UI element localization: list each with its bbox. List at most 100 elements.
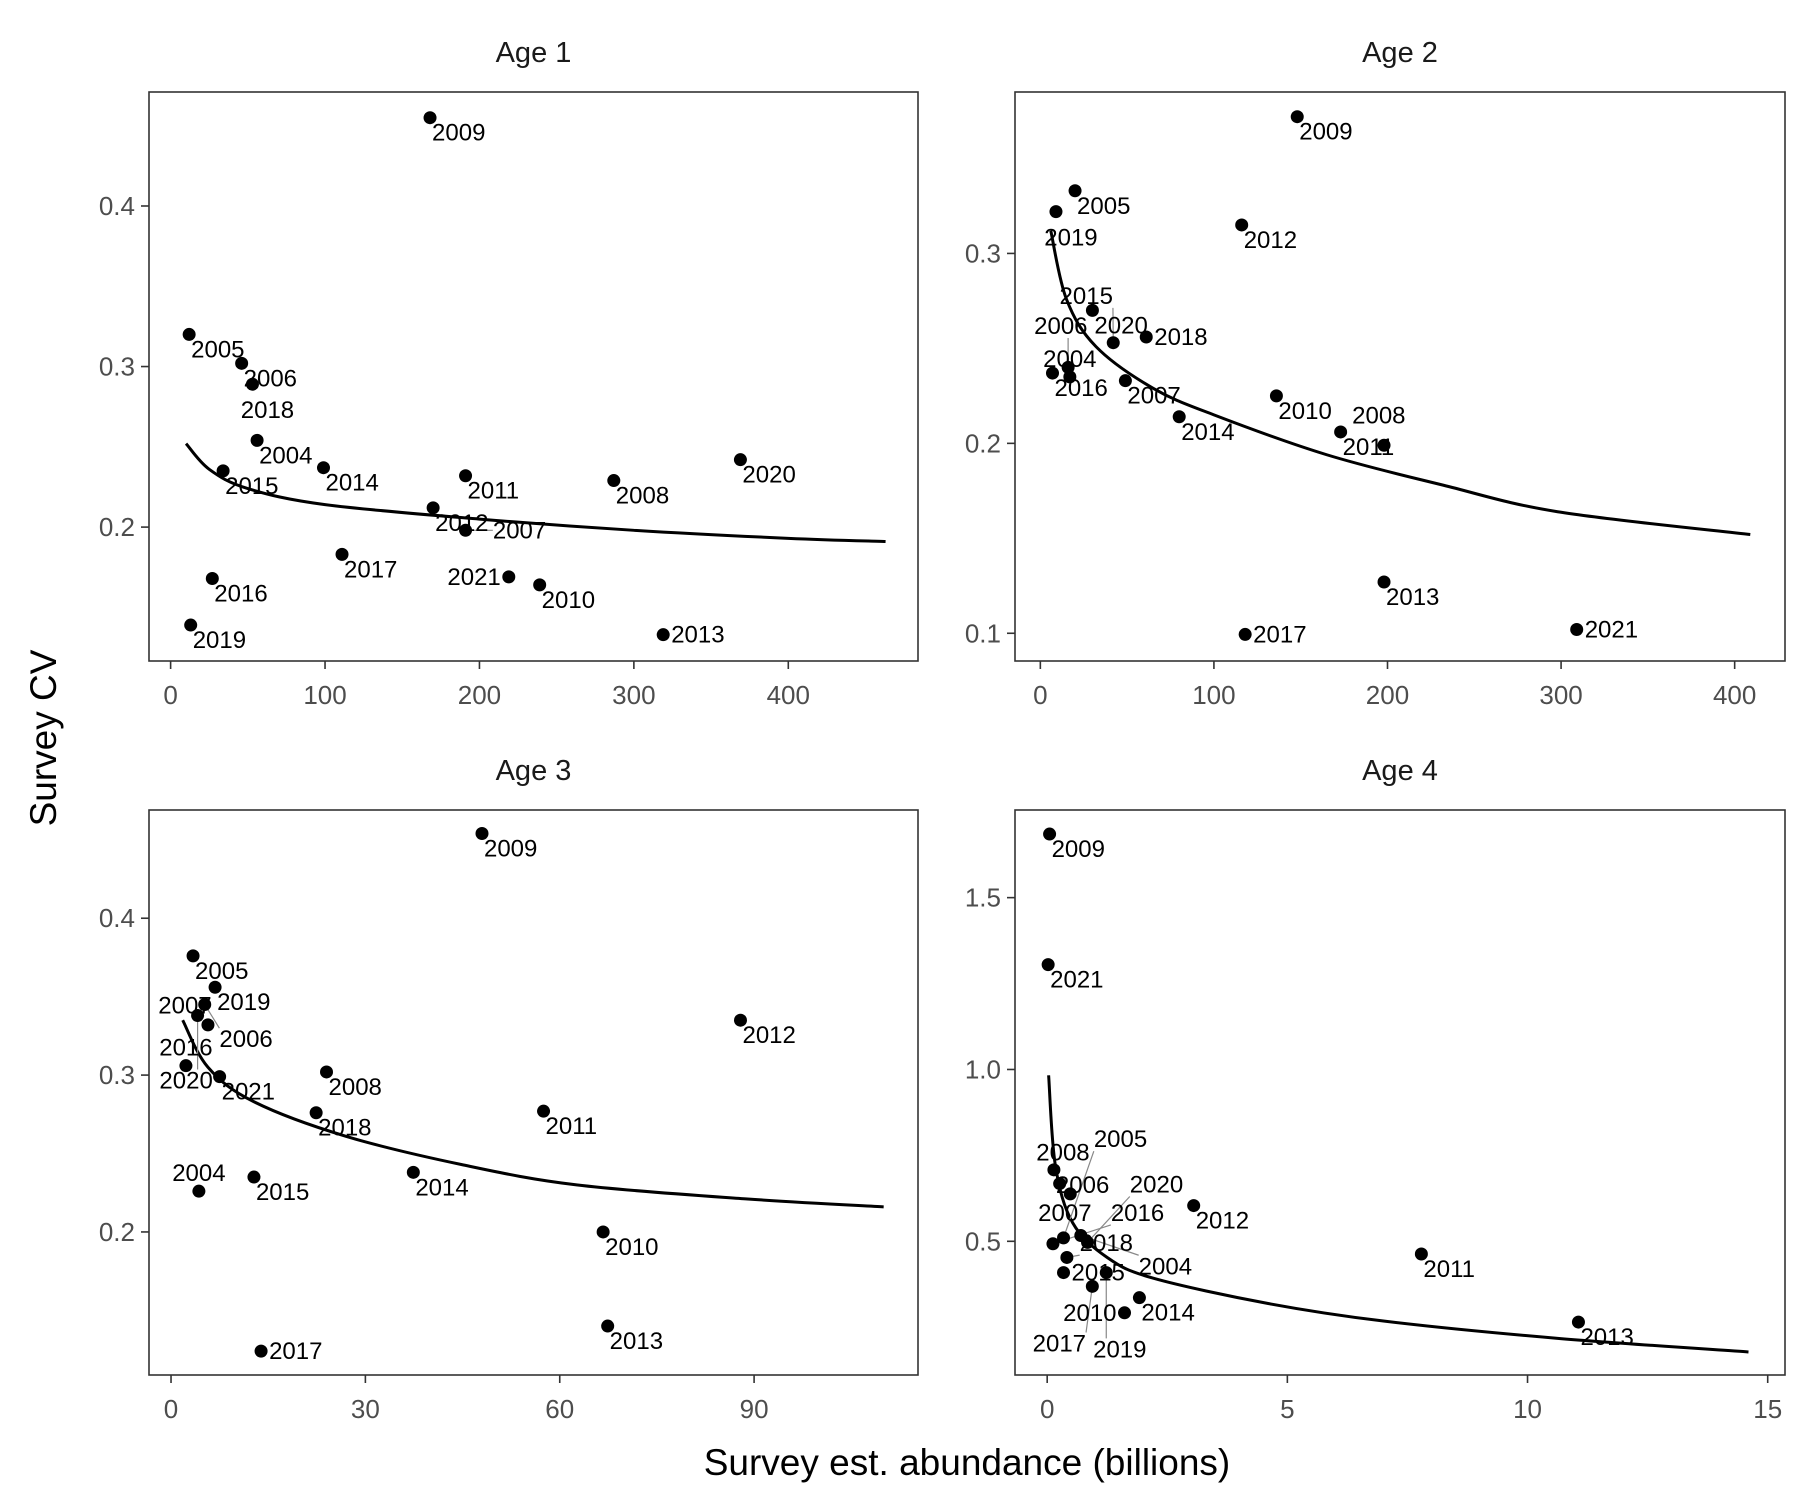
point-label: 2018	[318, 1115, 371, 1142]
data-point	[1081, 1235, 1095, 1249]
data-point	[596, 1225, 610, 1239]
data-point	[1099, 1266, 1113, 1280]
point-label: 2009	[432, 120, 485, 147]
data-point	[309, 1106, 323, 1120]
panel-1: Age 1 0 100 200 300 400 0.2 0.3 0.4 2009 2014 2008 2…	[99, 37, 919, 710]
data-point	[1068, 184, 1082, 198]
panel-4: Age 4 0 5 10 15 0.5 1.0 1.5 2009 2021 2012 2011 2013…	[965, 755, 1786, 1424]
point-label: 2019	[217, 989, 270, 1016]
panel-title: Age 1	[496, 37, 572, 69]
point-label: 2010	[1063, 1300, 1116, 1327]
point-label: 2012	[1244, 227, 1297, 254]
x-tick-label: 400	[767, 680, 810, 710]
data-point	[1139, 330, 1153, 344]
data-point	[537, 1104, 551, 1118]
point-label: 2013	[1386, 584, 1439, 611]
data-point	[423, 111, 437, 125]
data-point	[1085, 1279, 1099, 1293]
data-point	[316, 461, 330, 475]
point-label: 2009	[484, 836, 537, 863]
y-tick-label: 0.5	[965, 1226, 1001, 1256]
point-label: 2014	[1141, 1300, 1194, 1327]
point-label: 2015	[1060, 283, 1113, 310]
y-tick-label: 0.1	[965, 618, 1001, 648]
data-point	[247, 1170, 261, 1184]
fitted-curve	[181, 1019, 884, 1209]
x-tick-label: 60	[545, 1394, 574, 1424]
point-label: 2004	[1139, 1253, 1192, 1280]
y-tick-label: 0.2	[99, 512, 135, 542]
point-label: 2007	[158, 993, 211, 1020]
data-point	[216, 464, 230, 478]
label-leader-line	[1087, 1196, 1131, 1243]
x-tick-label: 400	[1713, 680, 1756, 710]
point-label: 2008	[616, 483, 669, 510]
data-point	[205, 571, 219, 585]
y-tick-label: 0.2	[965, 428, 1001, 458]
fitted-curve	[1047, 1075, 1749, 1354]
x-tick-label: 90	[740, 1394, 769, 1424]
y-tick-label: 0.3	[99, 1060, 135, 1090]
data-point	[208, 980, 222, 994]
y-tick-label: 0.2	[99, 1217, 135, 1247]
x-tick-label: 300	[612, 680, 655, 710]
data-point	[1118, 374, 1132, 388]
x-tick-label: 300	[1539, 680, 1582, 710]
point-label: 2014	[325, 470, 378, 497]
data-point	[459, 523, 473, 537]
point-label: 2015	[225, 473, 278, 500]
point-label: 2012	[435, 510, 488, 537]
panel-2: Age 2 0 100 200 300 400 0.1 0.2 0.3 2009 2012 2010 2…	[965, 37, 1786, 710]
data-point	[1377, 438, 1391, 452]
point-label: 2015	[1072, 1260, 1125, 1287]
data-point	[1085, 303, 1099, 317]
point-label: 2013	[1580, 1324, 1633, 1351]
data-point	[1269, 389, 1283, 403]
point-label: 2017	[344, 556, 397, 583]
point-label: 2011	[1343, 434, 1395, 461]
data-point	[179, 1059, 193, 1073]
data-point	[1053, 1177, 1067, 1191]
data-point	[213, 1070, 227, 1084]
data-point	[1106, 336, 1120, 350]
point-label: 2005	[191, 336, 244, 363]
data-point	[1049, 205, 1063, 219]
panel-border	[1014, 809, 1786, 1376]
point-label: 2018	[1154, 324, 1207, 351]
data-point	[191, 1008, 205, 1022]
data-point	[320, 1065, 334, 1079]
point-label: 2020	[159, 1067, 212, 1094]
data-point	[186, 949, 200, 963]
y-axis-label: Survey CV	[23, 649, 64, 826]
panel-border	[148, 809, 919, 1376]
data-point	[1047, 1163, 1061, 1177]
point-label: 2008	[1352, 403, 1405, 430]
data-point	[1238, 627, 1252, 641]
point-label: 2007	[1127, 383, 1180, 410]
point-label: 2015	[256, 1179, 309, 1206]
point-label: 2019	[1093, 1336, 1146, 1363]
point-label: 2012	[1196, 1208, 1249, 1235]
point-label: 2019	[1044, 225, 1097, 252]
data-point	[1063, 1187, 1077, 1201]
data-point	[1057, 1266, 1071, 1280]
point-label: 2011	[468, 478, 520, 505]
x-tick-label: 0	[1040, 1394, 1054, 1424]
point-label: 2010	[605, 1234, 658, 1261]
data-point	[245, 377, 259, 391]
point-label: 2014	[415, 1174, 468, 1201]
data-point	[1057, 1231, 1071, 1245]
data-point	[1570, 622, 1584, 636]
data-point	[235, 356, 249, 370]
point-label: 2009	[1052, 836, 1105, 863]
data-point	[198, 998, 212, 1012]
data-point	[733, 453, 747, 467]
point-label: 2006	[1034, 313, 1087, 340]
data-point	[335, 547, 349, 561]
point-label: 2016	[1054, 375, 1107, 402]
data-point	[459, 469, 473, 483]
data-point	[1043, 827, 1057, 841]
x-tick-label: 200	[1366, 680, 1409, 710]
point-label: 2007	[1038, 1200, 1091, 1227]
